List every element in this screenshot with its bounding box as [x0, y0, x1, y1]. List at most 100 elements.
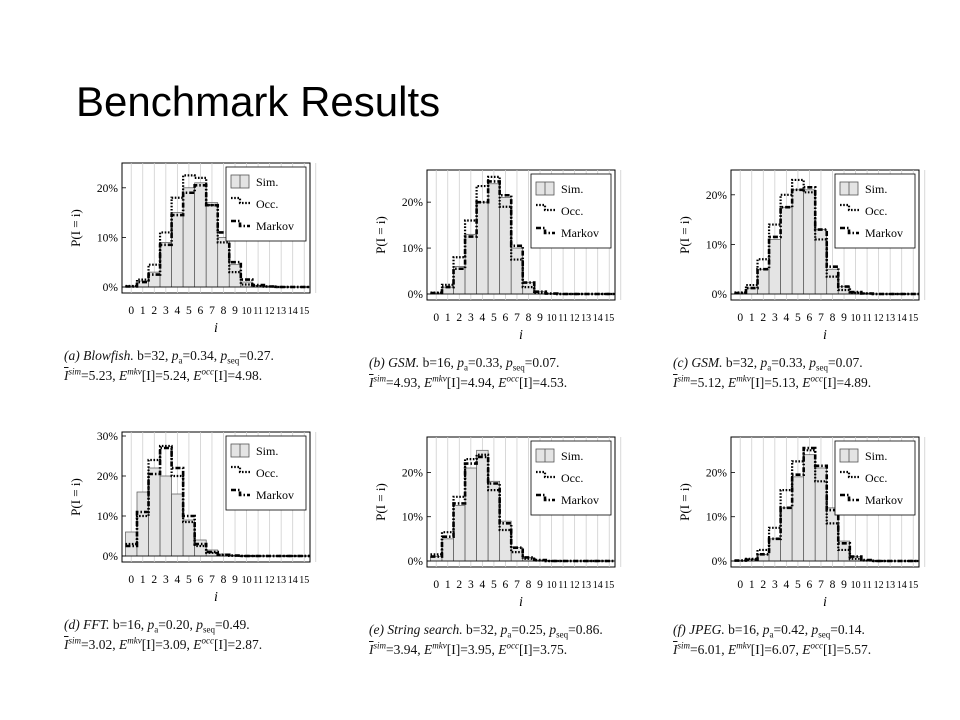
x-tick-label: 0: [737, 579, 743, 591]
legend-label-markov: Markov: [561, 493, 599, 507]
y-tick-label: 10%: [706, 512, 728, 524]
chart-panel-b: 0% 10% 20% P(I = i) 0 1 2 3 4 5 6 7 8 9 10 11 12 13 14 15 i S…: [367, 169, 667, 420]
series-markov-line: [734, 186, 919, 296]
chart-caption-line1: (a) Blowfish. b=32, pa=0.34, pseq=0.27.: [64, 348, 274, 366]
x-tick-label: 13: [581, 580, 591, 591]
x-tick-label: 6: [503, 312, 509, 324]
x-tick-label: 12: [265, 575, 275, 586]
x-axis-label: i: [214, 590, 218, 605]
x-tick-label: 11: [253, 306, 263, 317]
chart-caption-line2: Isim=4.93, Emkv[I]=4.94, Eocc[I]=4.53.: [369, 373, 568, 390]
bar-sim-8: [217, 237, 230, 288]
x-tick-label: 4: [783, 312, 789, 324]
legend-swatch-occ: [231, 196, 250, 205]
y-tick-label: 10%: [402, 512, 424, 524]
legend: Sim. Occ. Markov: [530, 173, 612, 249]
x-tick-label: 14: [288, 575, 298, 586]
x-tick-label: 5: [491, 579, 497, 591]
legend-label-markov: Markov: [256, 219, 294, 233]
chart-caption-line2: Isim=3.02, Emkv[I]=3.09, Eocc[I]=2.87.: [64, 635, 263, 652]
bar-sim-5: [487, 480, 501, 562]
legend-label-sim: Sim.: [865, 449, 887, 463]
bar-sim-3: [768, 239, 781, 295]
bar-sim-6: [803, 189, 816, 295]
legend-label-markov: Markov: [865, 493, 903, 507]
x-tick-label: 6: [807, 312, 813, 324]
legend: Sim. Occ. Markov: [225, 435, 307, 511]
bar-sim-5: [791, 189, 805, 295]
chart-panel-d: 0% 10% 20% 30% P(I = i) 0 1 2 3 4 5 6 7 8 9 10 11 12 13 14 1…: [62, 431, 362, 682]
x-tick-label: 9: [841, 312, 847, 324]
bar-sim-8: [522, 282, 535, 295]
chart-svg: 0%10%20%P(I = i)0 1 2 3 4 5 6 7 8 9 10 11 12 13 14 15iS…: [677, 436, 926, 610]
bar-sim-7: [510, 547, 524, 562]
x-tick-label: 15: [299, 575, 309, 586]
x-tick-label: 3: [163, 574, 169, 586]
x-tick-label: 12: [265, 306, 275, 317]
x-tick-label: 6: [807, 579, 813, 591]
bar-sim-6: [194, 182, 207, 288]
x-tick-label: 2: [760, 312, 766, 324]
x-tick-label: 13: [581, 313, 591, 324]
legend: Sim. Occ. Markov: [834, 173, 916, 249]
y-tick-label: 0%: [712, 556, 728, 568]
x-tick-label: 3: [772, 579, 778, 591]
y-tick-label: 10%: [97, 511, 119, 523]
x-tick-label: 8: [221, 574, 227, 586]
x-tick-label: 8: [526, 312, 532, 324]
x-tick-label: 11: [862, 580, 872, 591]
x-tick-label: 5: [795, 312, 801, 324]
x-tick-label: 8: [830, 579, 836, 591]
chart-caption-line2: Isim=3.94, Emkv[I]=3.95, Eocc[I]=3.75.: [369, 640, 568, 657]
x-tick-label: 15: [908, 313, 918, 324]
legend-swatch-markov: [840, 226, 859, 235]
x-tick-label: 1: [749, 579, 755, 591]
x-tick-label: 12: [570, 313, 580, 324]
chart-svg: 0%10%20%P(I = i)0 1 2 3 4 5 6 7 8 9 10 11 12 13 14 15iS…: [68, 162, 317, 336]
x-tick-label: 12: [874, 580, 884, 591]
bar-sim-4: [476, 201, 489, 295]
x-tick-label: 11: [558, 580, 568, 591]
series-markov-line: [734, 446, 919, 563]
bar-sim-9: [228, 264, 242, 288]
chart-caption-line2: Isim=5.23, Emkv[I]=5.24, Eocc[I]=4.98.: [64, 366, 263, 383]
legend: Sim. Occ. Markov: [834, 440, 916, 516]
x-tick-label: 2: [760, 579, 766, 591]
x-tick-label: 0: [433, 312, 439, 324]
y-axis-label: P(I = i): [677, 216, 692, 254]
y-tick-label: 20%: [706, 467, 728, 479]
x-tick-label: 2: [151, 574, 157, 586]
bar-sim-4: [171, 493, 184, 557]
x-tick-label: 12: [874, 313, 884, 324]
x-tick-label: 3: [468, 312, 474, 324]
bar-sim-4: [476, 449, 489, 562]
legend-swatch-occ: [231, 465, 250, 474]
x-tick-label: 1: [140, 305, 146, 317]
x-axis-label: i: [823, 595, 827, 610]
x-tick-label: 0: [737, 312, 743, 324]
chart-caption-line2: Isim=6.01, Emkv[I]=6.07, Eocc[I]=5.57.: [673, 640, 872, 657]
bar-sim-6: [499, 520, 512, 562]
x-tick-label: 3: [163, 305, 169, 317]
x-tick-label: 4: [479, 312, 485, 324]
x-tick-label: 7: [818, 312, 824, 324]
legend-label-occ: Occ.: [561, 204, 583, 218]
x-tick-label: 7: [209, 574, 215, 586]
chart-svg: 0%10%20%P(I = i)0 1 2 3 4 5 6 7 8 9 10 11 12 13 14 15iS…: [373, 169, 622, 343]
series-markov-line: [430, 180, 615, 296]
y-axis-label: P(I = i): [68, 478, 83, 516]
legend: Sim. Occ. Markov: [530, 440, 612, 516]
bar-sim-3: [159, 475, 172, 557]
bar-sim-3: [159, 242, 172, 288]
x-tick-label: 5: [186, 574, 192, 586]
y-axis-label: P(I = i): [373, 216, 388, 254]
y-axis-label: P(I = i): [677, 483, 692, 521]
y-tick-label: 30%: [97, 431, 119, 443]
y-tick-label: 20%: [402, 197, 424, 209]
x-tick-label: 9: [537, 579, 543, 591]
y-axis-label: P(I = i): [373, 483, 388, 521]
x-axis-label: i: [519, 595, 523, 610]
x-tick-label: 10: [242, 575, 252, 586]
bar-sim-8: [826, 507, 839, 562]
bar-sim-6: [194, 539, 207, 557]
